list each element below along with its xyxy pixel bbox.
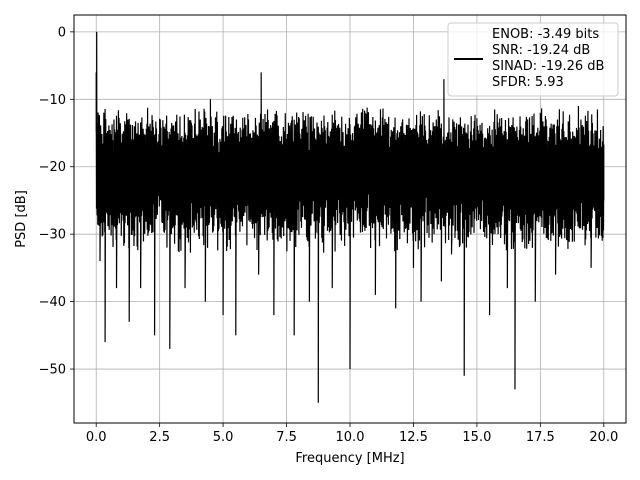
x-tick-label: 5.0: [213, 430, 234, 445]
y-tick-label: −20: [39, 160, 66, 175]
legend-enob-text: ENOB: -3.49 bits: [492, 27, 599, 42]
x-tick-label: 20.0: [589, 430, 618, 445]
series-layer: [95, 31, 605, 403]
x-tick-label: 15.0: [462, 430, 491, 445]
x-tick-label: 0.0: [86, 430, 107, 445]
y-tick-label: −10: [39, 93, 66, 108]
legend-box: [447, 22, 619, 97]
x-tick-label: 17.5: [526, 430, 555, 445]
x-axis-label: Frequency [MHz]: [295, 451, 404, 466]
legend-sfdr-text: SFDR: 5.93: [492, 75, 564, 90]
y-tick-label: −40: [39, 295, 66, 310]
x-tick-label: 7.5: [276, 430, 297, 445]
psd-series-line: [95, 31, 605, 403]
legend: ENOB: -3.49 bits SNR: -19.24 dB SINAD: -…: [447, 22, 619, 97]
x-tick-label: 12.5: [399, 430, 428, 445]
x-tick-label: 2.5: [149, 430, 170, 445]
y-tick-label: −50: [39, 363, 66, 378]
x-tick-label: 10.0: [336, 430, 365, 445]
y-axis-label: PSD [dB]: [14, 190, 29, 248]
tick-layer: 0.0 2.5 5.0 7.5 10.0 12.5 15.0 17.5 20.0 0 −10 −20 −…: [39, 25, 619, 445]
y-tick-label: −30: [39, 228, 66, 243]
legend-snr-text: SNR: -19.24 dB: [492, 43, 590, 58]
y-tick-label: 0: [58, 25, 66, 40]
legend-sinad-text: SINAD: -19.26 dB: [492, 59, 604, 74]
